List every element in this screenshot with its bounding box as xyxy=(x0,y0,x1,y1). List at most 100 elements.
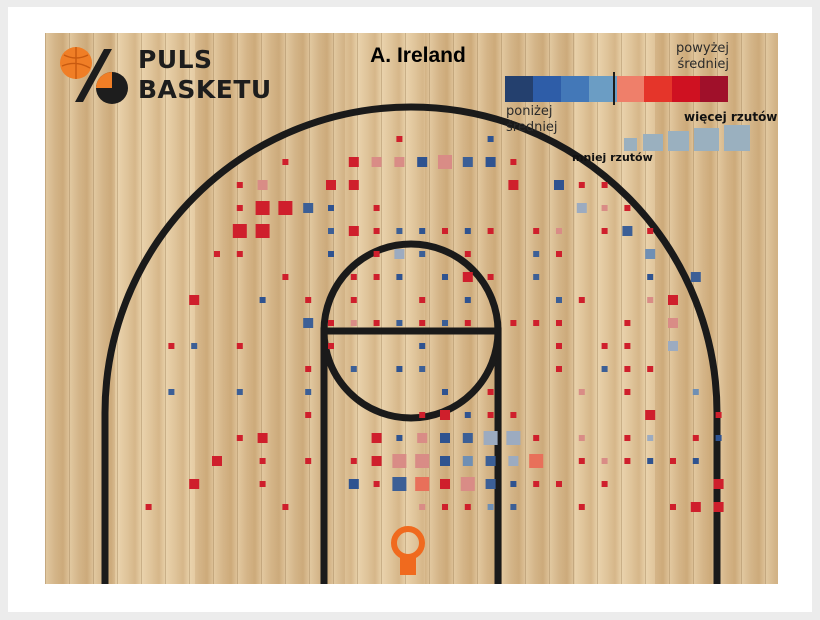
shot-marker xyxy=(487,389,494,395)
shot-marker xyxy=(396,274,403,280)
shot-marker xyxy=(624,435,631,441)
shot-marker xyxy=(259,481,266,487)
shot-markers xyxy=(145,136,724,512)
shot-marker xyxy=(624,320,631,326)
shot-marker xyxy=(485,157,496,167)
shot-marker xyxy=(715,435,722,441)
court-lines xyxy=(101,103,724,584)
shot-marker xyxy=(257,180,268,190)
shot-marker xyxy=(255,201,270,215)
shot-marker xyxy=(212,456,222,466)
shot-marker xyxy=(601,481,608,487)
three-point-line xyxy=(101,103,721,584)
shot-marker xyxy=(601,228,608,234)
shot-marker xyxy=(601,458,608,464)
shot-marker xyxy=(578,504,585,510)
shot-marker xyxy=(510,412,517,418)
shot-marker xyxy=(303,203,314,213)
shot-marker xyxy=(556,228,562,234)
shot-marker xyxy=(601,343,608,349)
color-scale-cell xyxy=(700,76,728,102)
shot-marker xyxy=(578,297,585,303)
shot-marker xyxy=(647,458,654,464)
shot-marker xyxy=(487,274,494,280)
shot-marker xyxy=(460,477,475,491)
shot-marker xyxy=(464,297,471,303)
color-scale-divider xyxy=(613,72,615,105)
shot-marker xyxy=(394,157,405,167)
shot-marker xyxy=(440,479,450,489)
shot-marker xyxy=(305,389,312,395)
shot-marker xyxy=(462,433,473,443)
shot-marker xyxy=(415,477,430,491)
shot-marker xyxy=(168,343,175,349)
shot-marker xyxy=(556,481,562,487)
shot-marker xyxy=(417,433,428,443)
player-title: A. Ireland xyxy=(370,44,466,67)
shot-marker xyxy=(168,389,175,395)
shot-marker xyxy=(533,274,540,280)
shot-marker xyxy=(259,297,266,303)
shot-marker xyxy=(191,343,198,349)
shot-marker xyxy=(622,226,633,236)
shot-marker xyxy=(348,479,359,489)
shot-marker xyxy=(462,456,473,466)
shot-marker xyxy=(348,226,359,236)
shot-marker xyxy=(462,272,473,282)
shot-marker xyxy=(533,228,540,234)
color-scale-cell xyxy=(672,76,701,102)
shot-marker xyxy=(647,366,654,372)
shot-marker xyxy=(442,389,448,395)
shot-marker xyxy=(601,366,608,372)
shot-marker xyxy=(533,435,540,441)
shot-marker xyxy=(464,320,471,326)
shot-marker xyxy=(647,297,654,303)
shot-marker xyxy=(350,366,357,372)
shot-marker xyxy=(464,251,471,257)
logo-line2: BASKETU xyxy=(138,75,272,104)
shot-marker xyxy=(692,435,699,441)
shot-marker xyxy=(556,297,562,303)
shot-marker xyxy=(624,205,631,211)
shot-marker xyxy=(440,456,450,466)
shot-marker xyxy=(236,389,243,395)
shot-marker xyxy=(305,297,312,303)
shot-marker xyxy=(578,435,585,441)
shot-marker xyxy=(232,224,247,238)
legend-below-line1: poniżej xyxy=(506,104,553,119)
shot-marker xyxy=(647,435,654,441)
shot-marker xyxy=(328,343,334,349)
shot-marker xyxy=(282,504,289,510)
shot-marker xyxy=(464,228,471,234)
legend-above-line2: średniej xyxy=(677,57,729,72)
free-throw-circle xyxy=(320,240,502,422)
shot-marker xyxy=(419,343,426,349)
free-throw-lane xyxy=(320,327,502,584)
shot-marker xyxy=(419,412,426,418)
shot-marker xyxy=(305,458,312,464)
legend-fewer-shots: mniej rzutów xyxy=(572,151,653,164)
shot-marker xyxy=(282,274,289,280)
shot-marker xyxy=(464,412,471,418)
shot-marker xyxy=(554,180,564,190)
shot-marker xyxy=(578,389,585,395)
shot-marker xyxy=(419,297,426,303)
shot-marker xyxy=(601,205,608,211)
shot-marker xyxy=(647,228,654,234)
puls-basketu-logo: PULS BASKETU xyxy=(60,44,271,110)
shot-marker xyxy=(647,274,654,280)
shot-marker xyxy=(396,320,403,326)
color-scale-cell xyxy=(560,76,589,102)
shot-marker xyxy=(396,228,403,234)
color-scale-cell xyxy=(644,76,673,102)
shot-marker xyxy=(396,366,403,372)
shot-marker xyxy=(305,366,312,372)
legend-below-line2: średniej xyxy=(506,120,558,135)
shot-marker xyxy=(713,502,724,512)
shot-marker xyxy=(668,295,678,305)
shot-marker xyxy=(392,477,407,491)
shot-marker xyxy=(485,479,496,489)
shot-marker xyxy=(419,366,426,372)
shot-marker xyxy=(189,295,200,305)
shot-marker xyxy=(510,481,517,487)
